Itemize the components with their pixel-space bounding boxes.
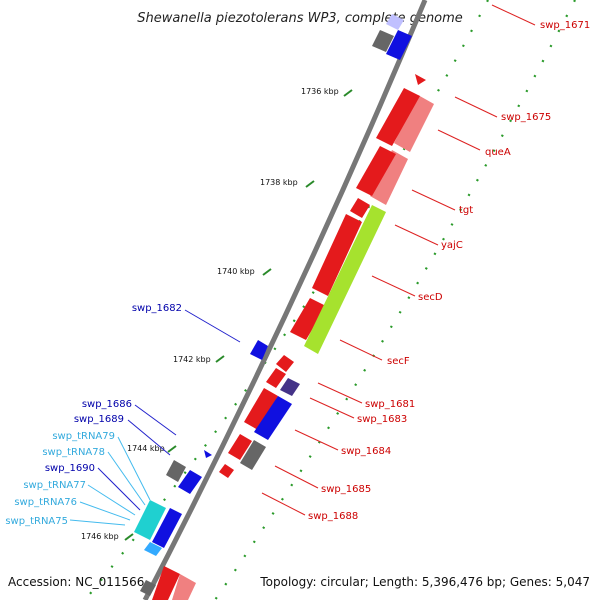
- label-quea: queA: [485, 147, 511, 158]
- gene-swp-1684: [244, 388, 278, 430]
- gene-seca-light: [172, 574, 196, 600]
- label-swp-trna76: swp_tRNA76: [14, 497, 77, 508]
- gene-yajc: [312, 214, 362, 296]
- forward-genes: [152, 74, 434, 600]
- label-swp-1675: swp_1675: [501, 112, 551, 123]
- gene-swp-1690: [152, 508, 182, 548]
- label-swp-1688: swp_1688: [308, 511, 358, 522]
- left-gene-labels: swp_1682 swp_1686 swp_1689 swp_tRNA79 sw…: [5, 303, 182, 527]
- gene-trna-chevrons: [144, 542, 162, 556]
- gene-trna79: [134, 500, 166, 540]
- gene-seca: [152, 566, 180, 600]
- label-swp-1681: swp_1681: [365, 399, 415, 410]
- kbp-label-1736: 1736 kbp: [301, 87, 339, 96]
- genome-backbone: [142, 0, 428, 600]
- gene-tgt: [350, 198, 370, 218]
- label-swp-trna79: swp_tRNA79: [52, 431, 115, 442]
- right-gene-labels: swp_1671 swp_1675 queA tgt yajC secD sec…: [308, 20, 590, 522]
- gene-quea: [356, 146, 396, 196]
- label-swp-1685: swp_1685: [321, 484, 371, 495]
- label-swp-trna78: swp_tRNA78: [42, 447, 105, 458]
- label-swp-1671: swp_1671: [540, 20, 590, 31]
- gene-swp-1683: [266, 368, 286, 388]
- kbp-label-1746: 1746 kbp: [81, 532, 119, 541]
- label-yajc: yajC: [441, 240, 463, 251]
- gene-swp-1689: [178, 470, 202, 494]
- gene-swp-1681: [276, 355, 294, 372]
- label-tgt: tgt: [459, 205, 473, 216]
- label-swp-1686: swp_1686: [82, 399, 132, 410]
- gene-swp-1683-purple: [280, 378, 300, 396]
- gene-swp-1686-grey: [240, 440, 266, 470]
- gene-swp-1688: [219, 464, 234, 478]
- label-swp-trna75: swp_tRNA75: [5, 516, 68, 527]
- topology-text: Topology: circular; Length: 5,396,476 bp…: [259, 575, 590, 589]
- gene-swp-1685: [228, 434, 252, 460]
- label-secd: secD: [418, 292, 443, 303]
- map-title: Shewanella piezotolerans WP3, complete g…: [137, 11, 463, 26]
- gene-swp-1671-grey: [372, 30, 394, 52]
- gene-quea-light: [370, 150, 408, 205]
- left-leader-lines: [69, 309, 241, 526]
- kbp-label-1742: 1742 kbp: [173, 355, 211, 364]
- label-swp-1684: swp_1684: [341, 446, 391, 457]
- gene-secd: [290, 298, 326, 340]
- label-swp-1682: swp_1682: [132, 303, 182, 314]
- kbp-labels: 1736 kbp 1738 kbp 1740 kbp 1742 kbp 1744…: [81, 87, 339, 541]
- gene-swp-1691-grey: [140, 580, 156, 596]
- label-secf: secF: [387, 356, 410, 367]
- gene-swp-1675: [376, 88, 420, 146]
- label-swp-trna77: swp_tRNA77: [23, 480, 86, 491]
- gene-swp-1675-light: [394, 95, 434, 152]
- gene-swp-1671: [386, 30, 412, 60]
- kbp-label-1738: 1738 kbp: [260, 178, 298, 187]
- label-swp-1689: swp_1689: [74, 414, 124, 425]
- reverse-genes: [134, 14, 412, 596]
- kbp-ticks: [124, 89, 353, 541]
- gene-swp-1682: [250, 340, 268, 360]
- gene-swp-1687-arrow: [204, 450, 212, 458]
- gene-swp-1684-blue: [254, 396, 292, 440]
- gene-swp-1686: [166, 460, 186, 482]
- gene-swp-1671-faint: [386, 14, 404, 30]
- gene-swp-1672-arrow: [415, 74, 426, 85]
- label-swp-1683: swp_1683: [357, 414, 407, 425]
- label-swp-1690: swp_1690: [45, 463, 95, 474]
- kbp-label-1744: 1744 kbp: [127, 444, 165, 453]
- accession-text: Accession: NC_011566: [8, 575, 144, 589]
- gene-secf: [304, 205, 386, 354]
- right-leader-lines: [261, 4, 536, 516]
- kbp-label-1740: 1740 kbp: [217, 267, 255, 276]
